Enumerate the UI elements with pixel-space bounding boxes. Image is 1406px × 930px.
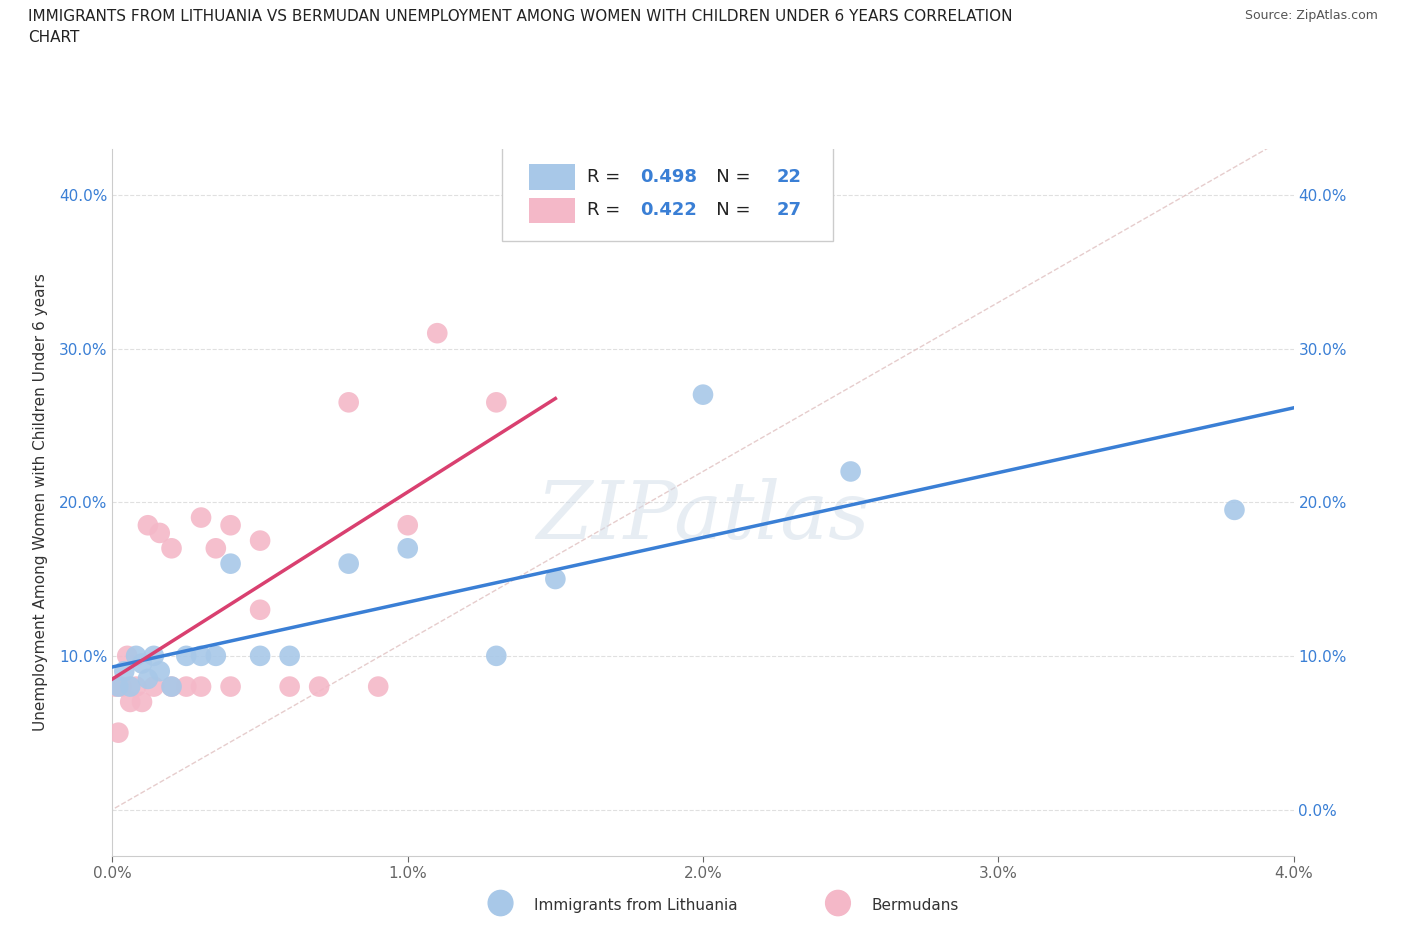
Point [142,679,165,694]
Point [485,395,508,410]
Point [219,518,242,533]
Y-axis label: Unemployment Among Women with Children Under 6 years: Unemployment Among Women with Children U… [32,273,48,731]
Text: Bermudans: Bermudans [872,898,959,913]
Point [278,648,301,663]
Point [120,695,142,710]
Point [249,648,271,663]
Text: ZIPatlas: ZIPatlas [536,478,870,555]
Point [160,679,183,694]
Point [839,464,862,479]
Point [160,541,183,556]
Point [219,679,242,694]
Text: 22: 22 [776,168,801,186]
Point [125,679,148,694]
Point [131,656,153,671]
Point [219,556,242,571]
Point [190,648,212,663]
Point [426,326,449,340]
FancyBboxPatch shape [530,165,575,190]
Point [190,511,212,525]
Point [112,664,135,679]
Point [308,679,330,694]
Circle shape [488,890,513,916]
Text: R =: R = [588,168,626,186]
Point [136,671,159,686]
Point [117,648,138,663]
Text: R =: R = [588,201,626,219]
Text: 27: 27 [776,201,801,219]
Point [149,664,172,679]
Point [249,533,271,548]
Point [125,648,148,663]
Point [110,679,132,694]
Point [485,648,508,663]
Point [1223,502,1246,517]
Point [692,387,714,402]
Text: IMMIGRANTS FROM LITHUANIA VS BERMUDAN UNEMPLOYMENT AMONG WOMEN WITH CHILDREN UND: IMMIGRANTS FROM LITHUANIA VS BERMUDAN UN… [28,9,1012,46]
FancyBboxPatch shape [530,197,575,223]
Point [337,395,360,410]
Text: N =: N = [699,168,756,186]
Text: Immigrants from Lithuania: Immigrants from Lithuania [534,898,738,913]
Text: 0.422: 0.422 [640,201,697,219]
Text: 0.498: 0.498 [640,168,697,186]
Point [120,679,142,694]
Point [396,518,419,533]
Point [107,725,129,740]
Point [205,648,228,663]
Point [160,679,183,694]
Point [104,679,127,694]
Point [337,556,360,571]
Text: N =: N = [699,201,756,219]
Point [396,541,419,556]
Point [249,603,271,618]
Point [174,648,197,663]
Point [205,541,228,556]
Point [142,648,165,663]
Point [190,679,212,694]
Point [544,572,567,587]
Point [107,679,129,694]
Point [136,518,159,533]
Point [149,525,172,540]
Point [174,679,197,694]
Point [278,679,301,694]
Text: Source: ZipAtlas.com: Source: ZipAtlas.com [1244,9,1378,22]
FancyBboxPatch shape [502,145,832,241]
Circle shape [825,890,851,916]
Point [367,679,389,694]
Point [131,695,153,710]
